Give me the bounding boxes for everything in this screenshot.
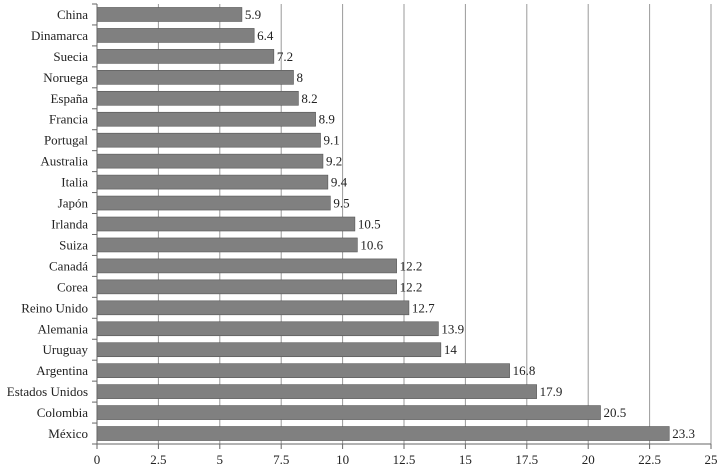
x-tick-label: 2.5 [150, 452, 166, 467]
bar [96, 70, 294, 85]
value-label: 12.2 [400, 279, 423, 294]
bar [96, 216, 356, 232]
category-label: Noruega [43, 70, 88, 85]
value-label: 10.5 [358, 217, 381, 232]
x-tick-label: 12.5 [393, 452, 416, 467]
bar [96, 132, 321, 148]
value-label: 13.9 [441, 321, 464, 336]
bar [96, 300, 410, 316]
value-label: 12.2 [400, 258, 423, 273]
category-label: Irlanda [51, 217, 88, 232]
bar [96, 321, 439, 337]
bar [96, 7, 243, 22]
bars [96, 7, 670, 441]
value-label: 6.4 [257, 28, 274, 43]
category-label: Italia [61, 175, 88, 190]
category-label: Japón [58, 196, 89, 211]
x-tick-label: 17.5 [515, 452, 538, 467]
category-label: Portugal [44, 133, 88, 148]
bar [96, 237, 358, 253]
value-label: 23.3 [672, 426, 695, 441]
category-label: México [48, 426, 88, 441]
bar [96, 90, 299, 106]
category-label: Colombia [37, 405, 89, 420]
category-label: Australia [40, 154, 88, 169]
bar [96, 111, 316, 127]
x-tick-label: 15 [459, 452, 472, 467]
value-label: 9.4 [331, 175, 348, 190]
x-tick-label: 5 [217, 452, 224, 467]
value-label: 14 [444, 342, 458, 357]
value-label: 8.9 [319, 112, 335, 127]
bar [96, 153, 324, 169]
value-label: 5.9 [245, 7, 261, 22]
category-label: Suecia [53, 49, 88, 64]
category-label: Suiza [59, 237, 88, 252]
value-label: 16.8 [513, 363, 536, 378]
category-label: Estados Unidos [7, 384, 88, 399]
value-label: 9.2 [326, 154, 342, 169]
bar [96, 342, 442, 358]
bar [96, 279, 397, 295]
category-label: Uruguay [43, 342, 89, 357]
value-label: 9.5 [333, 196, 349, 211]
bar [96, 174, 329, 190]
axes [92, 3, 712, 449]
category-label: China [57, 7, 88, 22]
x-tick-label: 7.5 [273, 452, 289, 467]
bar [96, 384, 537, 399]
category-label: Alemania [37, 321, 88, 336]
value-label: 10.6 [360, 237, 383, 252]
bar [96, 49, 275, 64]
category-label: Reino Unido [21, 300, 88, 315]
category-label: Canadá [49, 258, 88, 273]
x-tick-label: 10 [336, 452, 349, 467]
category-label: Argentina [36, 363, 88, 378]
category-label: Dinamarca [31, 28, 88, 43]
category-label: Corea [57, 279, 88, 294]
x-tick-label: 0 [94, 452, 101, 467]
bar [96, 363, 510, 378]
bar [96, 195, 331, 211]
category-label: Francia [49, 112, 88, 127]
bar [96, 28, 255, 43]
labels: China 5.9 Dinamarca 6.4 Suecia 7.2 Noruega 8 Esp… [7, 7, 718, 467]
bar [96, 426, 670, 441]
value-label: 8 [296, 70, 303, 85]
x-tick-label: 20 [582, 452, 595, 467]
x-tick-label: 22.5 [638, 452, 661, 467]
x-tick-label: 25 [705, 452, 718, 467]
bar [96, 405, 601, 420]
bar [96, 258, 397, 274]
category-label: España [50, 91, 88, 106]
value-label: 7.2 [277, 49, 293, 64]
value-label: 9.1 [323, 133, 339, 148]
value-label: 20.5 [603, 405, 626, 420]
value-label: 8.2 [301, 91, 317, 106]
value-label: 17.9 [540, 384, 563, 399]
value-label: 12.7 [412, 300, 435, 315]
